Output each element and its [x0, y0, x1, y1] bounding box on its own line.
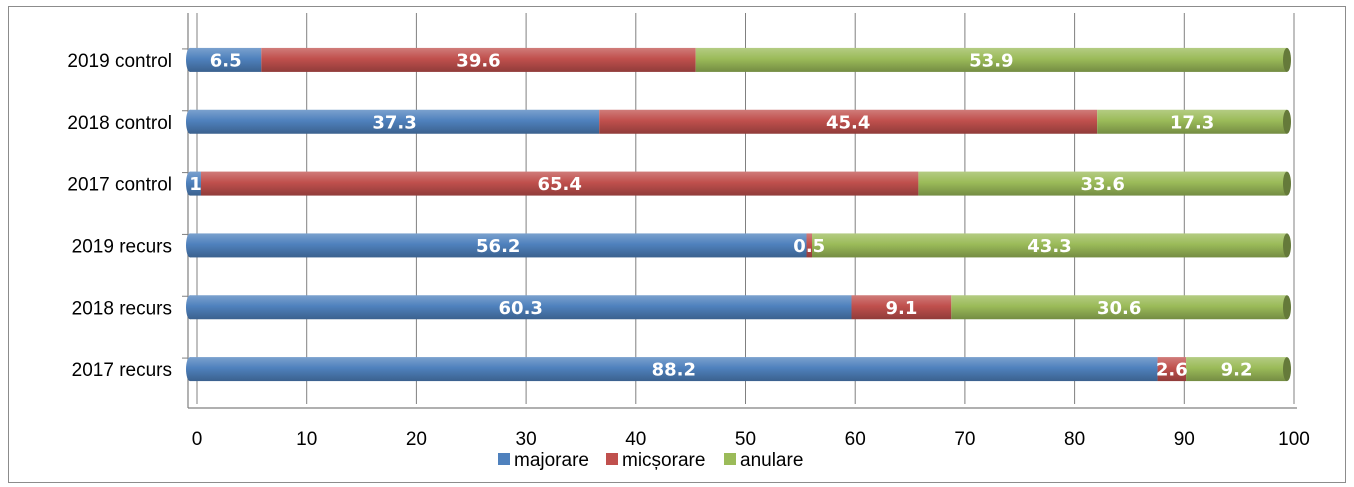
x-tick-label-0: 0 — [192, 429, 203, 450]
category-label-2019-control: 2019 control — [67, 51, 172, 72]
category-label-2019-recurs: 2019 recurs — [72, 236, 172, 257]
legend-swatch-micsorare — [606, 453, 618, 465]
data-label-2018-recurs-micsorare: 9.1 — [885, 298, 917, 319]
data-label-2017-control-micsorare: 65.4 — [537, 174, 581, 195]
legend-label-majorare: majorare — [514, 450, 589, 471]
bar-2019-control-majorare — [190, 47, 262, 72]
category-label-2018-control: 2018 control — [67, 113, 172, 134]
data-label-2018-recurs-anulare: 30.6 — [1097, 298, 1141, 319]
data-label-2018-control-anulare: 17.3 — [1170, 112, 1214, 133]
bar-2018-recurs-majorare — [190, 295, 852, 320]
bar-cap-start — [186, 109, 194, 134]
data-label-2019-recurs-majorare: 56.2 — [476, 236, 520, 257]
bar-2019-control-micsorare — [261, 47, 696, 72]
bar-cap-end — [1283, 109, 1291, 134]
data-label-2017-recurs-anulare: 9.2 — [1221, 360, 1253, 381]
bar-cap-start — [186, 233, 194, 258]
category-label-2018-recurs: 2018 recurs — [72, 298, 172, 319]
bar-2018-control-micsorare — [599, 109, 1098, 134]
data-label-2019-control-majorare: 6.5 — [210, 50, 242, 71]
x-tick-label-40: 40 — [625, 429, 646, 450]
data-label-2017-control-majorare: 1 — [189, 174, 202, 195]
bar-cap-start — [186, 47, 194, 72]
category-labels: 2019 control 2018 control 2017 control 2019… — [67, 51, 172, 381]
data-label-2017-recurs-majorare: 88.2 — [652, 360, 696, 381]
bar-2019-recurs-micsorare — [806, 233, 812, 258]
data-label-2019-recurs-anulare: 43.3 — [1027, 236, 1071, 257]
category-label-2017-control: 2017 control — [67, 175, 172, 196]
bar-2018-control-majorare — [190, 109, 600, 134]
x-tick-label-30: 30 — [516, 429, 537, 450]
x-tick-label-90: 90 — [1174, 429, 1195, 450]
bar-2019-recurs-majorare — [190, 233, 807, 258]
bar-2018-recurs-anulare — [951, 295, 1287, 320]
axes — [182, 13, 1297, 409]
data-label-2017-recurs-micsorare: 2.6 — [1156, 360, 1188, 381]
tick-labels: 0 10 20 30 40 50 60 70 80 90 100 — [192, 429, 1310, 450]
data-label-2019-control-anulare: 53.9 — [969, 50, 1013, 71]
legend-swatch-anulare — [724, 453, 736, 465]
data-label-2018-control-majorare: 37.3 — [372, 112, 416, 133]
bar-2017-recurs-anulare — [1186, 357, 1287, 382]
bar-cap-start — [186, 357, 194, 382]
data-label-2019-recurs-micsorare: 0.5 — [793, 236, 825, 257]
bar-2017-recurs-micsorare — [1157, 357, 1187, 382]
data-labels: 6.5 39.6 53.9 37.3 45.4 17.3 1 65.4 33.6 56.2 0.5 4… — [189, 50, 1252, 380]
bar-cap-end — [1283, 295, 1291, 320]
bar-2019-recurs-anulare — [811, 233, 1287, 258]
x-tick-label-10: 10 — [296, 429, 317, 450]
data-label-2017-control-anulare: 33.6 — [1080, 174, 1124, 195]
bar-2018-recurs-micsorare — [851, 295, 952, 320]
legend-swatch-majorare — [498, 453, 510, 465]
bar-cap-end — [1283, 47, 1291, 72]
legend-label-micsorare: micșorare — [622, 450, 705, 471]
category-label-2017-recurs: 2017 recurs — [72, 360, 172, 381]
bar-cap-end — [1283, 171, 1291, 196]
bar-cap-start — [186, 171, 194, 196]
bars — [186, 47, 1291, 382]
bar-2017-control-majorare — [190, 171, 201, 196]
bar-cap-start — [186, 295, 194, 320]
bar-2019-control-anulare — [695, 47, 1287, 72]
data-label-2018-recurs-majorare: 60.3 — [499, 298, 543, 319]
x-tick-label-50: 50 — [735, 429, 756, 450]
bar-cap-end — [1283, 233, 1291, 258]
x-tick-label-80: 80 — [1064, 429, 1085, 450]
x-tick-label-60: 60 — [845, 429, 866, 450]
legend: majorare micșorare anulare — [498, 450, 803, 471]
grid-lines — [196, 13, 1295, 404]
data-label-2019-control-micsorare: 39.6 — [456, 50, 500, 71]
bar-2017-control-anulare — [918, 171, 1287, 196]
x-tick-label-100: 100 — [1278, 429, 1310, 450]
bar-2017-control-micsorare — [200, 171, 919, 196]
x-tick-label-70: 70 — [954, 429, 975, 450]
bar-2017-recurs-majorare — [190, 357, 1158, 382]
bar-2018-control-anulare — [1097, 109, 1287, 134]
legend-label-anulare: anulare — [740, 450, 803, 471]
data-label-2018-control-micsorare: 45.4 — [826, 112, 870, 133]
x-tick-label-20: 20 — [406, 429, 427, 450]
bar-cap-end — [1283, 357, 1291, 382]
